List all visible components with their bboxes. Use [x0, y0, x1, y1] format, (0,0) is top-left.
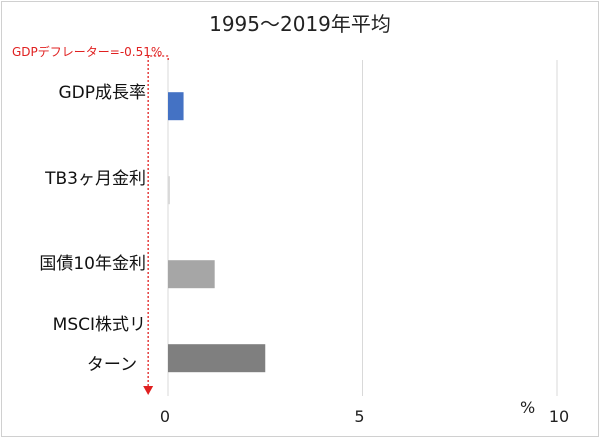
category-label-2: 国債10年金利 [39, 254, 146, 274]
deflator-marker-line [147, 55, 169, 388]
category-label-3-line-0: MSCI株式リ [53, 315, 146, 335]
category-label-0: GDP成長率 [58, 83, 146, 103]
bar-1 [168, 176, 170, 205]
deflator-annotation-label: GDPデフレーター=-0.51% [12, 44, 162, 59]
deflator-marker-arrowhead [143, 386, 154, 395]
chart-title: 1995〜2019年平均 [209, 12, 391, 36]
x-tick-label-2: 10 [549, 407, 569, 426]
x-tick-label-1: 5 [354, 407, 364, 426]
bar-0 [168, 92, 184, 121]
unit-label: % [520, 398, 535, 417]
bar-2 [168, 260, 215, 289]
bar-3 [168, 344, 266, 373]
category-label-3-line-1: ターン [87, 355, 137, 375]
x-tick-label-0: 0 [160, 407, 170, 426]
category-label-1: TB3ヶ月金利 [44, 169, 146, 189]
